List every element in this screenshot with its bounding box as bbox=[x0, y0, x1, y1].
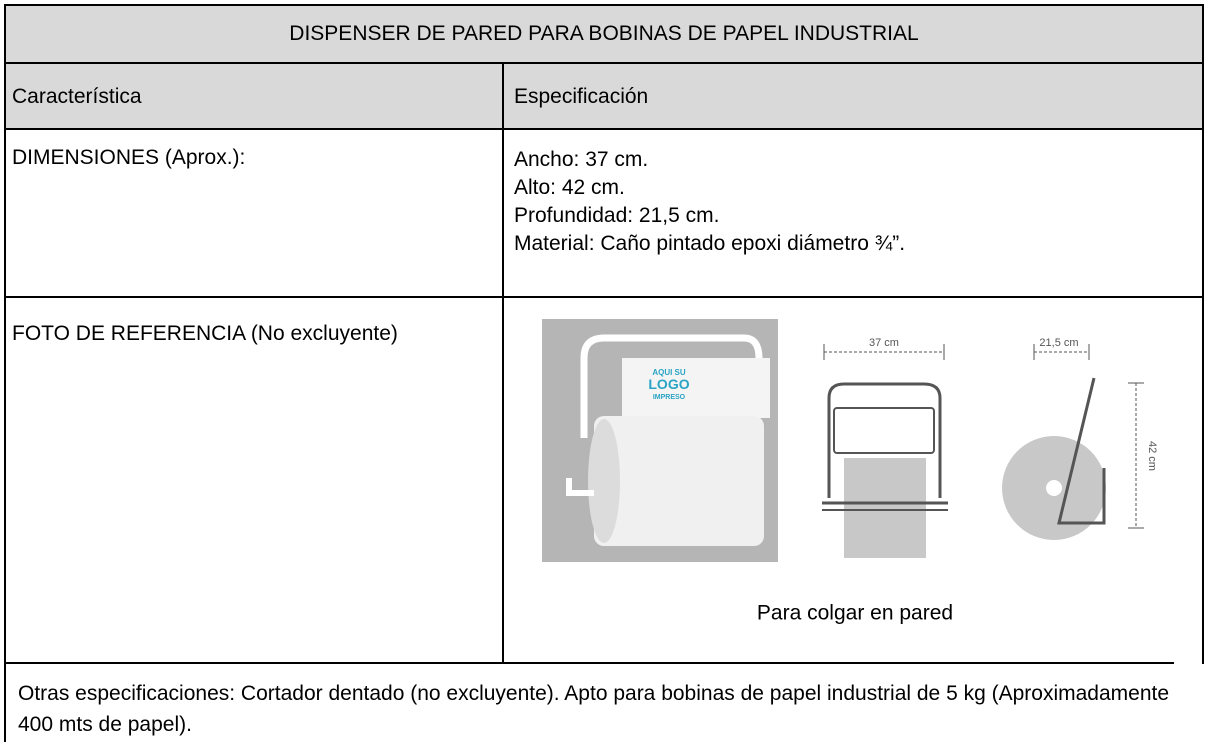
spec-line: Profundidad: 21,5 cm. bbox=[514, 204, 720, 227]
photo-cell: AQUI SU LOGO IMPRESO 37 cm bbox=[502, 296, 1204, 664]
row-label: DIMENSIONES (Aprox.): bbox=[4, 128, 504, 298]
spec-cell: Ancho: 37 cm. Alto: 42 cm. Profundidad: … bbox=[502, 128, 1204, 298]
spec-line: Alto: 42 cm. bbox=[514, 176, 625, 199]
header-cell: Especificación bbox=[502, 62, 1204, 130]
photo-roll bbox=[594, 416, 764, 546]
reference-images: AQUI SU LOGO IMPRESO 37 cm bbox=[542, 319, 1158, 625]
photo-roll-end bbox=[588, 419, 620, 543]
side-diagram bbox=[1002, 344, 1144, 540]
row-label: FOTO DE REFERENCIA (No excluyente) bbox=[4, 296, 504, 664]
spec-line: Material: Caño pintado epoxi diámetro ¾”… bbox=[514, 232, 906, 255]
dimension-label: 21,5 cm bbox=[1039, 337, 1078, 349]
logo-text: LOGO bbox=[648, 376, 689, 392]
caption: Para colgar en pared bbox=[757, 602, 953, 625]
front-diagram bbox=[822, 344, 948, 558]
photo-arm bbox=[566, 478, 594, 496]
header-cell: Característica bbox=[4, 62, 504, 130]
spec-line: Ancho: 37 cm. bbox=[514, 148, 649, 171]
logo-text: AQUI SU bbox=[652, 368, 686, 377]
logo-text: IMPRESO bbox=[653, 394, 686, 401]
table-title: DISPENSER DE PARED PARA BOBINAS DE PAPEL… bbox=[4, 4, 1204, 64]
photo-frame bbox=[580, 334, 763, 438]
dimension-label: 42 cm bbox=[1146, 441, 1158, 471]
dimension-label: 37 cm bbox=[869, 337, 899, 349]
footer-text: Otras especificaciones: Cortador dentado… bbox=[4, 662, 1174, 742]
photo-cover bbox=[622, 358, 770, 418]
